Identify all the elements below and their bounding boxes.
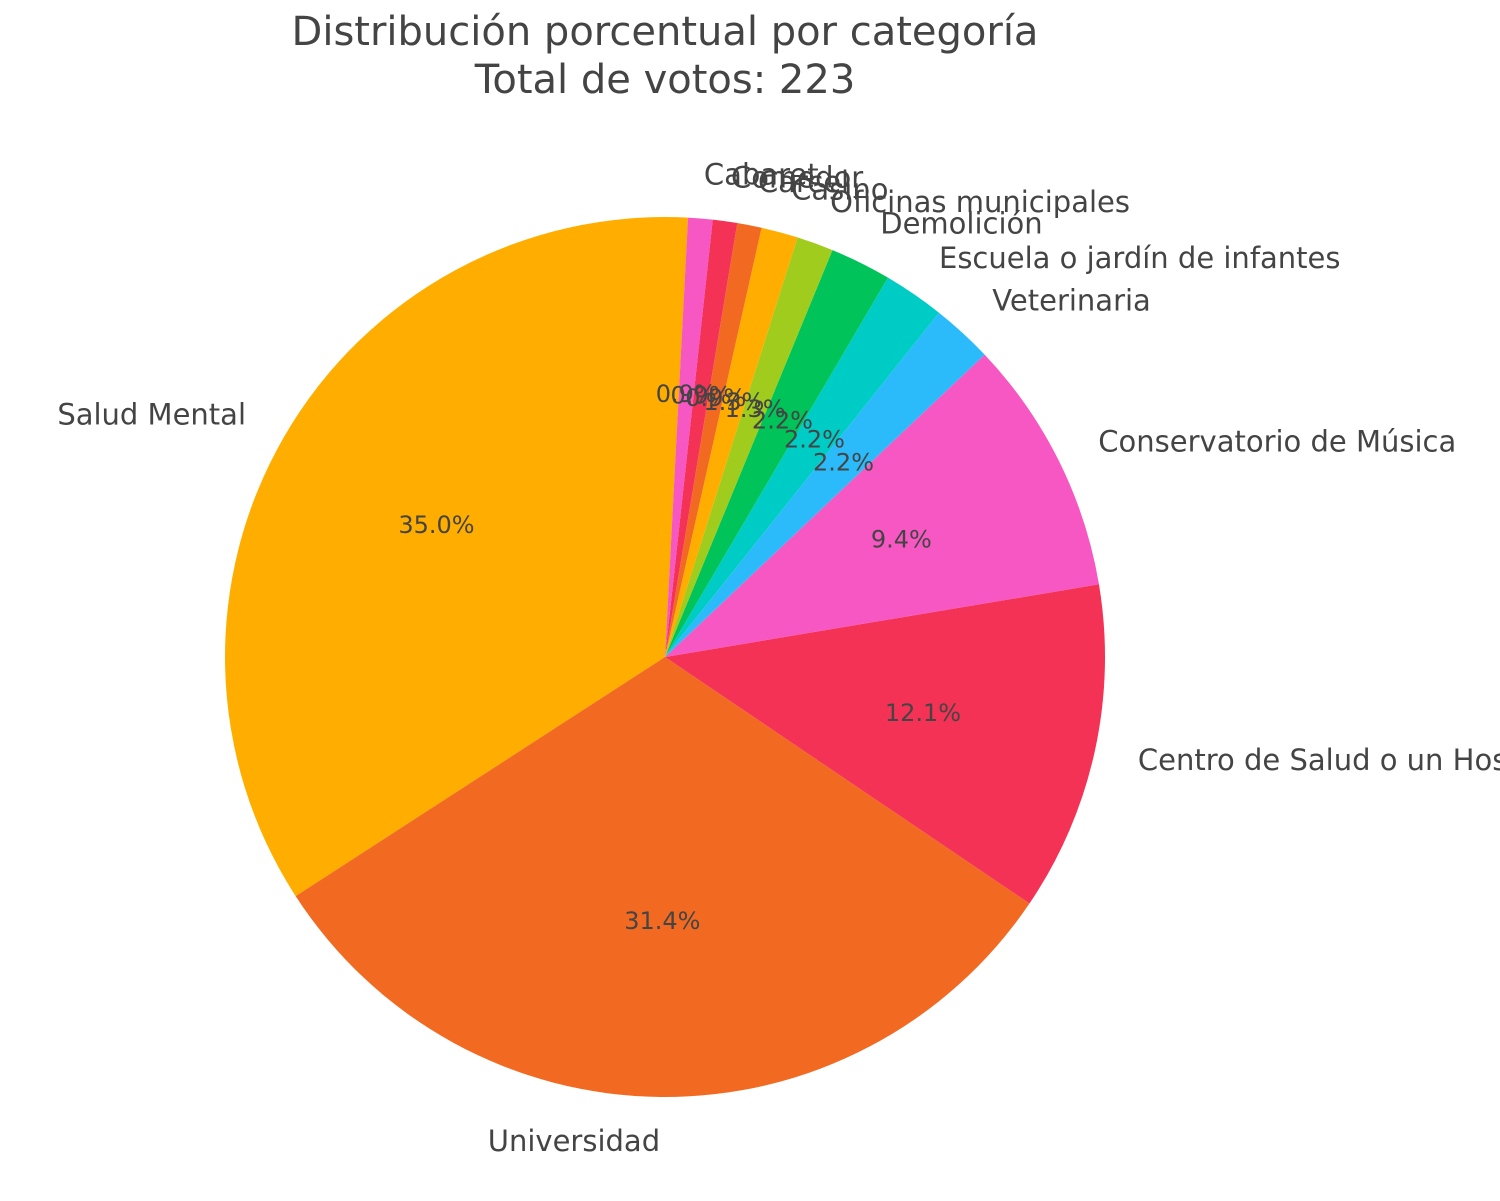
pct-label-demolicion: 2.2% — [752, 407, 813, 435]
slice-label-centro-de-salud-o-un-hospital: Centro de Salud o un Hospital — [1138, 743, 1500, 777]
pie-slice-salud-mental — [225, 217, 689, 897]
pie-slice-veterinaria — [665, 312, 985, 657]
pct-label-escuela-o-jardin-de-infantes: 2.2% — [784, 425, 845, 453]
slice-label-comedor: Comedor — [731, 161, 863, 195]
slice-label-conservatorio-de-musica: Conservatorio de Música — [1098, 424, 1456, 458]
slice-label-demolicion: Demolición — [880, 207, 1042, 241]
category-labels: Salud Mental Universidad Centro de Salud o… — [57, 158, 1500, 1158]
pie-slice-demolicion — [665, 250, 888, 658]
slice-label-salud-mental: Salud Mental — [57, 398, 246, 432]
slice-label-cabaret: Cabaret — [704, 158, 819, 192]
pie-slice-universidad — [295, 657, 1030, 1097]
slice-label-universidad: Universidad — [488, 1124, 660, 1158]
pie-slice-escuela-o-jardin-de-infantes — [665, 277, 940, 657]
pct-label-casino: 1.3% — [703, 388, 764, 416]
pie-slice-carcel — [665, 222, 762, 657]
chart-title: Distribución porcentual por categoría — [292, 9, 1039, 55]
slice-label-oficinas-municipales: Oficinas municipales — [830, 185, 1130, 219]
pct-label-universidad: 31.4% — [624, 907, 700, 935]
pct-label-centro-de-salud-o-un-hospital: 12.1% — [885, 699, 961, 727]
slice-label-veterinaria: Veterinaria — [992, 283, 1151, 317]
chart-subtitle: Total de votos: 223 — [474, 57, 856, 103]
slice-label-carcel: Carcel — [758, 165, 849, 199]
pie-slice-centro-de-salud-o-un-hospital — [665, 584, 1105, 904]
pct-label-carcel: 0.9% — [685, 384, 746, 412]
pie-slice-oficinas-municipales — [665, 237, 833, 658]
pct-label-cabaret: 0.9% — [656, 380, 717, 408]
pie-slice-conservatorio-de-musica — [665, 354, 1099, 657]
pct-label-oficinas-municipales: 1.3% — [725, 395, 786, 423]
pct-label-conservatorio-de-musica: 9.4% — [871, 525, 932, 553]
pie-slice-casino — [665, 227, 798, 658]
slice-label-casino: Casino — [791, 173, 888, 207]
percent-labels: 35.0%31.4%12.1%9.4%2.2%2.2%2.2%1.3%1.3%0… — [398, 380, 961, 935]
pct-label-veterinaria: 2.2% — [813, 449, 874, 477]
slice-label-escuela-o-jardin-de-infantes: Escuela o jardín de infantes — [939, 241, 1341, 275]
pie-slices — [225, 217, 1105, 1097]
pie-slice-comedor — [665, 219, 738, 658]
pct-label-comedor: 0.9% — [671, 381, 732, 409]
pct-label-salud-mental: 35.0% — [398, 511, 474, 539]
pie-slice-cabaret — [665, 217, 713, 657]
